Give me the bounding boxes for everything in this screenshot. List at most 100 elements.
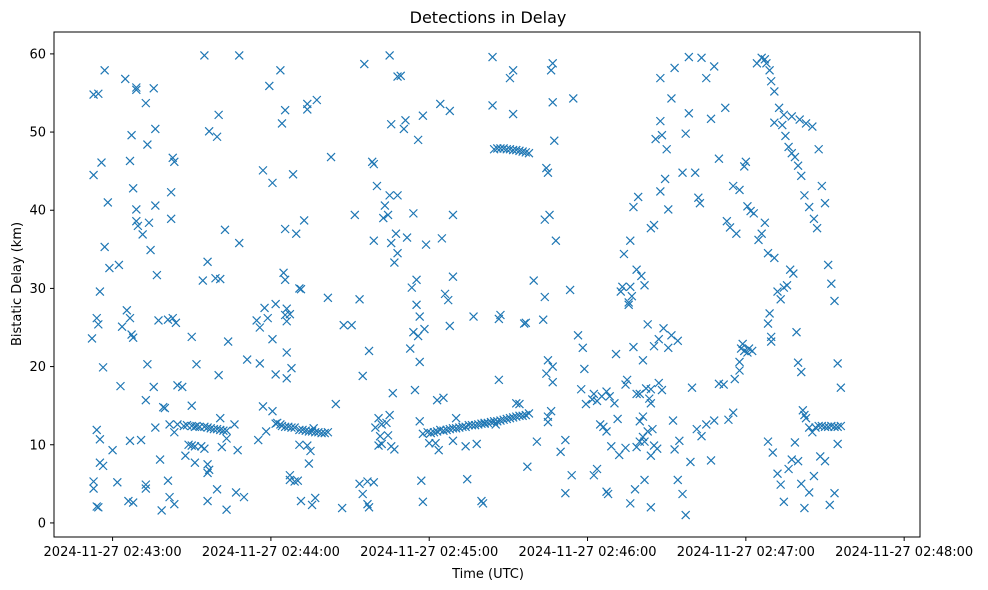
data-point [762,58,771,68]
data-point [290,423,300,432]
data-point [651,134,661,144]
data-point [418,497,428,507]
data-point [616,287,626,296]
data-point [801,119,811,128]
data-point [252,316,262,325]
data-point [629,342,638,352]
data-point [385,410,395,420]
data-point [515,399,524,409]
data-point [369,477,379,487]
data-point [377,420,387,429]
data-point [765,65,775,75]
data-point [492,144,502,153]
data-point [548,58,558,68]
data-point [131,205,141,214]
data-point [451,413,461,423]
data-point [836,421,846,431]
data-point [508,65,518,75]
data-point [95,287,105,296]
data-point [548,362,558,372]
data-point [766,337,776,346]
data-point [632,442,642,452]
data-point [709,416,719,425]
data-point [735,366,744,375]
data-point [180,451,190,461]
data-point [218,426,228,436]
data-point [192,359,201,369]
data-point [719,380,729,389]
data-point [299,215,309,225]
data-point [350,210,360,220]
data-point [621,443,630,453]
data-point [800,190,809,200]
data-point [187,401,197,411]
data-point [418,111,428,121]
data-point [511,398,521,408]
data-point [769,253,779,263]
data-point [435,425,445,435]
data-point [784,464,794,474]
data-point [382,418,391,428]
data-point [87,334,97,343]
data-point [830,488,839,498]
data-point [769,86,779,96]
data-point [223,337,233,346]
data-point [405,344,415,354]
data-point [220,225,230,235]
data-point [125,436,135,446]
data-point [128,498,138,508]
data-point [800,503,809,513]
data-point [605,391,615,401]
data-point [556,447,566,457]
data-point [681,129,691,139]
data-point [359,59,369,69]
data-point [415,357,425,367]
data-point [673,336,683,346]
data-point [644,394,654,404]
data-point [663,343,673,353]
data-point [648,424,657,434]
data-point [133,221,143,231]
data-point [383,430,393,440]
data-point [302,441,312,450]
data-point [657,130,667,140]
data-point [706,114,716,124]
x-tick-label: 2024-11-27 02:46:00 [518,545,656,560]
data-point [654,334,664,344]
data-point [141,480,151,490]
data-point [393,72,402,81]
data-point [239,492,249,502]
data-point [89,484,99,493]
data-point [478,498,488,508]
data-point [187,332,197,342]
data-point [567,470,577,480]
data-point [739,162,749,171]
data-point [603,489,613,499]
data-point [540,292,550,302]
data-point [548,97,558,107]
x-tick-label: 2024-11-27 02:43:00 [44,545,182,560]
data-point [412,300,421,310]
data-point [541,369,551,379]
data-point [681,510,691,520]
data-point [203,468,212,478]
data-point [809,471,819,481]
data-point [749,208,759,218]
data-point [410,385,420,395]
data-point [833,359,843,368]
data-point [389,258,399,268]
data-point [204,465,214,475]
data-point [149,83,159,93]
data-point [138,230,148,239]
data-point [92,425,102,435]
data-point [323,427,333,437]
y-tick-label: 60 [29,47,46,62]
data-point [388,388,398,398]
data-point [288,169,298,179]
data-point [163,315,173,325]
data-point [287,363,296,373]
data-point [678,168,687,178]
data-point [635,416,645,426]
data-point [169,499,179,509]
data-point [383,210,393,220]
